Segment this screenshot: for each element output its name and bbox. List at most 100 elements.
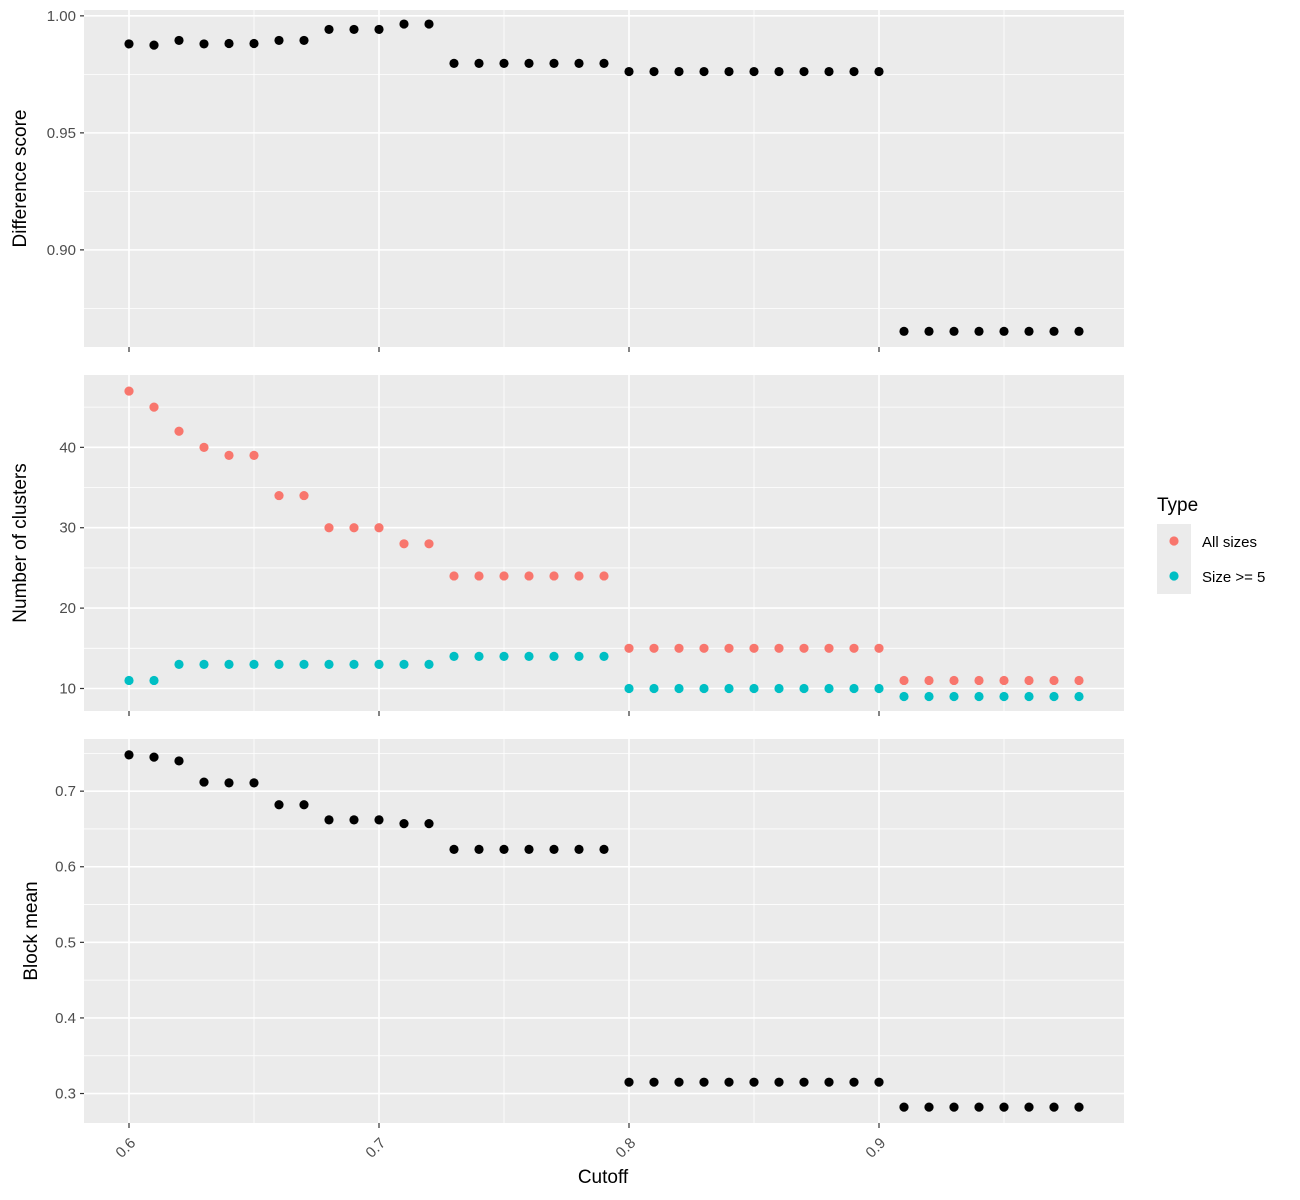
data-point bbox=[349, 815, 359, 825]
data-point bbox=[824, 66, 834, 77]
y-tick-label: 0.7 bbox=[55, 783, 76, 800]
x-tick-labels: 0.6 0.7 0.8 0.9 bbox=[112, 1135, 889, 1162]
y-tick-label: 20 bbox=[59, 600, 76, 617]
data-point bbox=[674, 66, 684, 77]
data-point bbox=[449, 651, 459, 661]
data-point bbox=[174, 426, 184, 436]
data-point bbox=[274, 490, 284, 501]
legend-label-all-sizes: All sizes bbox=[1202, 534, 1257, 551]
data-point bbox=[474, 58, 484, 68]
data-point bbox=[974, 691, 984, 702]
panel-1: 0.90 0.95 1.00 Difference score bbox=[10, 8, 1124, 352]
data-point bbox=[324, 523, 334, 533]
data-point bbox=[874, 643, 884, 653]
data-point bbox=[549, 58, 559, 68]
y-axis-title: Difference score bbox=[10, 110, 31, 248]
data-point bbox=[599, 651, 609, 661]
data-point bbox=[874, 683, 884, 694]
data-point bbox=[599, 571, 609, 581]
data-point bbox=[874, 1077, 884, 1087]
data-point bbox=[424, 659, 434, 669]
y-tick-label: 30 bbox=[59, 520, 76, 537]
data-point bbox=[499, 844, 509, 854]
data-point bbox=[324, 24, 334, 35]
data-point bbox=[999, 675, 1009, 686]
data-point bbox=[224, 38, 234, 49]
legend-label-size-ge-5: Size >= 5 bbox=[1202, 569, 1265, 586]
data-point bbox=[699, 643, 709, 653]
data-point bbox=[449, 571, 459, 581]
data-point bbox=[124, 750, 134, 760]
data-point bbox=[624, 1077, 634, 1087]
data-point bbox=[199, 777, 209, 787]
data-point bbox=[1074, 326, 1084, 336]
data-point bbox=[724, 683, 734, 694]
data-point bbox=[699, 683, 709, 694]
data-point bbox=[324, 659, 334, 669]
data-point bbox=[849, 643, 859, 653]
panel-background bbox=[84, 739, 1124, 1123]
data-point bbox=[974, 326, 984, 336]
x-axis-title: Cutoff bbox=[578, 1167, 629, 1188]
y-tick-label: 0.95 bbox=[47, 125, 76, 142]
data-point bbox=[799, 1077, 809, 1087]
x-tick-label: 0.9 bbox=[862, 1135, 889, 1162]
data-point bbox=[999, 1102, 1009, 1112]
series-1 bbox=[124, 750, 1084, 1112]
data-point bbox=[274, 800, 284, 810]
data-point bbox=[549, 651, 559, 661]
data-point bbox=[749, 66, 759, 77]
data-point bbox=[824, 683, 834, 694]
data-point bbox=[249, 778, 259, 788]
data-point bbox=[424, 819, 434, 829]
data-point bbox=[349, 24, 359, 35]
data-point bbox=[149, 40, 159, 50]
data-point bbox=[974, 1102, 984, 1112]
data-point bbox=[924, 691, 934, 702]
data-point bbox=[399, 659, 409, 669]
data-point bbox=[449, 58, 459, 68]
legend-key-size-ge-5 bbox=[1169, 571, 1179, 581]
data-point bbox=[574, 651, 584, 661]
data-point bbox=[724, 643, 734, 653]
data-point bbox=[749, 1077, 759, 1087]
data-point bbox=[424, 19, 434, 29]
legend-key-all-sizes bbox=[1169, 536, 1179, 546]
data-point bbox=[524, 571, 534, 581]
y-axis-title: Block mean bbox=[21, 881, 42, 980]
data-point bbox=[299, 490, 309, 501]
data-point bbox=[174, 756, 184, 766]
data-point bbox=[549, 571, 559, 581]
data-point bbox=[524, 844, 534, 854]
data-point bbox=[949, 326, 959, 336]
data-point bbox=[674, 683, 684, 694]
data-point bbox=[849, 1077, 859, 1087]
data-point bbox=[674, 643, 684, 653]
data-point bbox=[699, 1077, 709, 1087]
data-point bbox=[299, 35, 309, 46]
data-point bbox=[999, 326, 1009, 336]
data-point bbox=[774, 1077, 784, 1087]
data-point bbox=[749, 643, 759, 653]
data-point bbox=[1049, 691, 1059, 702]
y-tick-label: 0.3 bbox=[55, 1086, 76, 1103]
data-point bbox=[774, 683, 784, 694]
data-point bbox=[949, 675, 959, 686]
data-point bbox=[149, 402, 159, 412]
data-point bbox=[299, 800, 309, 810]
data-point bbox=[774, 66, 784, 77]
legend-title: Type bbox=[1157, 495, 1198, 516]
data-point bbox=[899, 675, 909, 686]
data-point bbox=[649, 643, 659, 653]
data-point bbox=[649, 66, 659, 77]
y-tick-label: 1.00 bbox=[47, 8, 76, 25]
data-point bbox=[924, 326, 934, 336]
data-point bbox=[699, 66, 709, 77]
data-point bbox=[474, 571, 484, 581]
data-point bbox=[149, 752, 159, 762]
data-point bbox=[574, 844, 584, 854]
data-point bbox=[474, 651, 484, 661]
data-point bbox=[1074, 1102, 1084, 1112]
series-1 bbox=[124, 386, 1084, 686]
data-point bbox=[724, 66, 734, 77]
